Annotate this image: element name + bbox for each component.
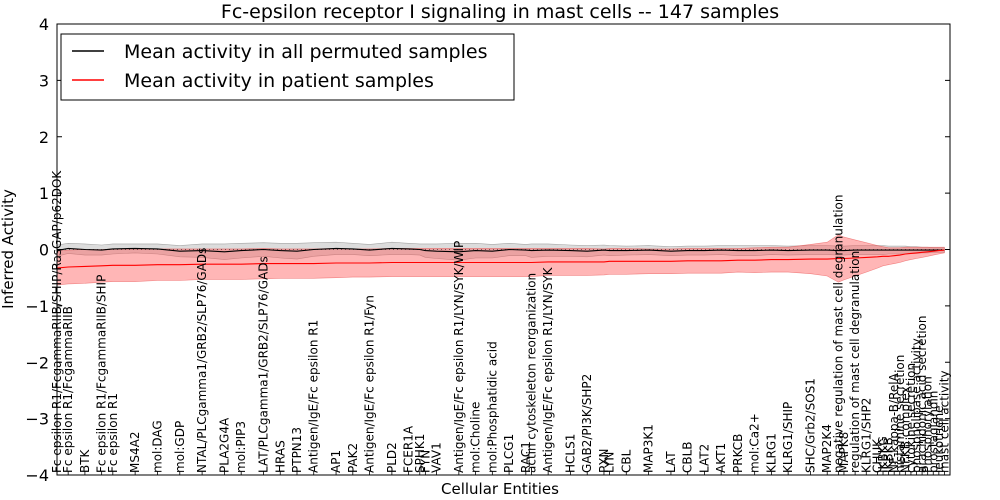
x-tick-label: Antigen/IgE/Fc epsilon R1 — [307, 320, 321, 473]
x-tick-label: SPHK1 — [413, 434, 427, 473]
x-tick-label: HCLS1 — [564, 434, 578, 473]
x-tick-label: Phosphorylation — [921, 376, 935, 473]
x-tick-label: mast cell activity — [937, 370, 951, 473]
x-tick-label: CBL — [619, 449, 633, 473]
y-tick-label: 2 — [39, 128, 49, 147]
x-axis-label: Cellular Entities — [441, 480, 559, 498]
y-tick-label: 0 — [39, 241, 49, 260]
x-tick-label: AP1 — [329, 450, 343, 473]
chart-title: Fc-epsilon receptor I signaling in mast … — [221, 1, 779, 23]
y-axis: 4 3 2 1 0 −1 −2 −3 −4 — [25, 15, 950, 485]
x-tick-label: actin cytoskeleton reorganization — [524, 273, 538, 473]
x-tick-label: LAT — [664, 451, 678, 473]
legend-label: Mean activity in all permuted samples — [124, 41, 487, 63]
x-tick-label: Antigen/IgE/Fc epsilon R1/Fyn — [363, 295, 377, 473]
y-tick-label: 1 — [39, 184, 49, 203]
y-tick-label: −4 — [25, 466, 49, 485]
series-lines — [56, 247, 950, 269]
y-tick-label: 3 — [39, 71, 49, 90]
x-tick-label: Fc epsilon R1 — [106, 393, 120, 473]
x-tick-label: leukotriene — [932, 405, 946, 473]
series-line-permuted — [56, 247, 945, 253]
x-tick-label: Fc epsilon R1/FcgammaRIIB — [61, 306, 75, 473]
x-tick-label: MAP2K4 — [820, 424, 834, 473]
legend-box — [60, 33, 515, 101]
y-tick-label: 4 — [39, 15, 49, 34]
x-tick-label: PLD2 — [385, 442, 399, 473]
x-tick-label: regulation of mast cell degranulation — [848, 251, 862, 473]
x-tick-label: mol:PIP3 — [234, 421, 248, 473]
legend: Mean activity in all permuted samples Mea… — [60, 33, 515, 101]
x-tick-label: mol:Choline — [469, 402, 483, 473]
x-tick-label: NF-kappa-B/RelA — [887, 372, 901, 473]
x-tick-label: PTPN13 — [290, 427, 304, 473]
x-tick-label: Fc epsilon R1/FcgammaRIIB/SHIP — [95, 275, 109, 473]
x-tick-label: FCER1A — [402, 425, 416, 473]
x-tick-label: BTK — [78, 448, 92, 473]
x-tick-label: PXN — [597, 449, 611, 473]
x-tick-label: PLCG1 — [502, 434, 516, 473]
x-tick-label: phospholipase activity — [910, 338, 924, 473]
x-tick-label: CBLB — [681, 441, 695, 473]
x-tick-label: IKBKG — [876, 436, 890, 473]
x-tick-label: prostaglandin — [926, 391, 940, 473]
x-tick-label: VAV1 — [430, 442, 444, 473]
x-tick-label: GAB2/PI3K/SHP2 — [580, 374, 594, 473]
x-tick-label: RAC1 — [519, 441, 533, 473]
x-tick-label: MAPK8 — [837, 432, 851, 473]
x-axis: Fc epsilon R1/FcgammaRIIB/SHIP/RasGAP/p6… — [50, 170, 951, 475]
x-tick-label: NFKB complex — [898, 386, 912, 473]
x-tick-label: FYN — [418, 450, 432, 473]
x-tick-label: mol:DAG — [151, 420, 165, 473]
x-tick-label: KLRG1/SHIP — [781, 402, 795, 473]
x-tick-label: SHC/Grb2/SOS1 — [804, 378, 818, 473]
x-tick-label: HRAS — [273, 440, 287, 473]
x-tick-label: Fc epsilon R1/FcgammaRIIB/SHIP/RasGAP/p6… — [50, 170, 64, 473]
x-tick-label: mol:Phosphatidic acid — [485, 341, 499, 473]
x-tick-label: NTAL/PLCgamma1/GRB2/SLP76/GADs — [195, 248, 209, 473]
x-tick-label: Antigen/IgE/Fc epsilon R1/LYN/SYK — [541, 266, 555, 473]
x-tick-label: PAK2 — [346, 443, 360, 473]
x-tick-label: Antigen/IgE/Fc epsilon R1/LYN/SYK/WIP — [452, 241, 466, 473]
x-tick-label: AKT1 — [714, 443, 728, 473]
band-patient — [56, 234, 945, 286]
series-line-patient — [56, 249, 945, 269]
x-tick-label: mol:Ca2+ — [748, 413, 762, 473]
y-tick-label: −2 — [25, 353, 49, 372]
x-tick-label: negative regulation of mast cell degranu… — [831, 194, 845, 473]
x-tick-label: histamine secretion — [893, 355, 907, 473]
x-tick-label: LYN — [603, 452, 617, 473]
x-tick-label: MAP3K1 — [642, 424, 656, 473]
x-tick-label: arachidonic acid secretion — [915, 316, 929, 473]
legend-label: Mean activity in patient samples — [124, 70, 434, 92]
x-tick-label: LAT/PLCgamma1/GRB2/SLP76/GADs — [257, 256, 271, 473]
x-tick-label: LAT2 — [697, 444, 711, 473]
confidence-bands — [56, 234, 945, 286]
x-tick-label: PRKCB — [731, 434, 745, 473]
x-tick-label: cytokine secretion — [904, 363, 918, 473]
y-tick-label: −1 — [25, 297, 49, 316]
x-tick-label: KLRG1 — [764, 433, 778, 473]
x-tick-label: KLRG1/SHP2 — [859, 398, 873, 473]
x-tick-label: mol:GDP — [173, 421, 187, 473]
y-axis-label: Inferred Activity — [0, 189, 17, 309]
y-tick-label: −3 — [25, 410, 49, 429]
x-tick-label: PLA2G4A — [217, 417, 231, 473]
x-tick-label: IKBKB — [882, 437, 896, 473]
x-tick-label: CHUK — [870, 438, 884, 473]
x-tick-label: MS4A2 — [128, 432, 142, 473]
